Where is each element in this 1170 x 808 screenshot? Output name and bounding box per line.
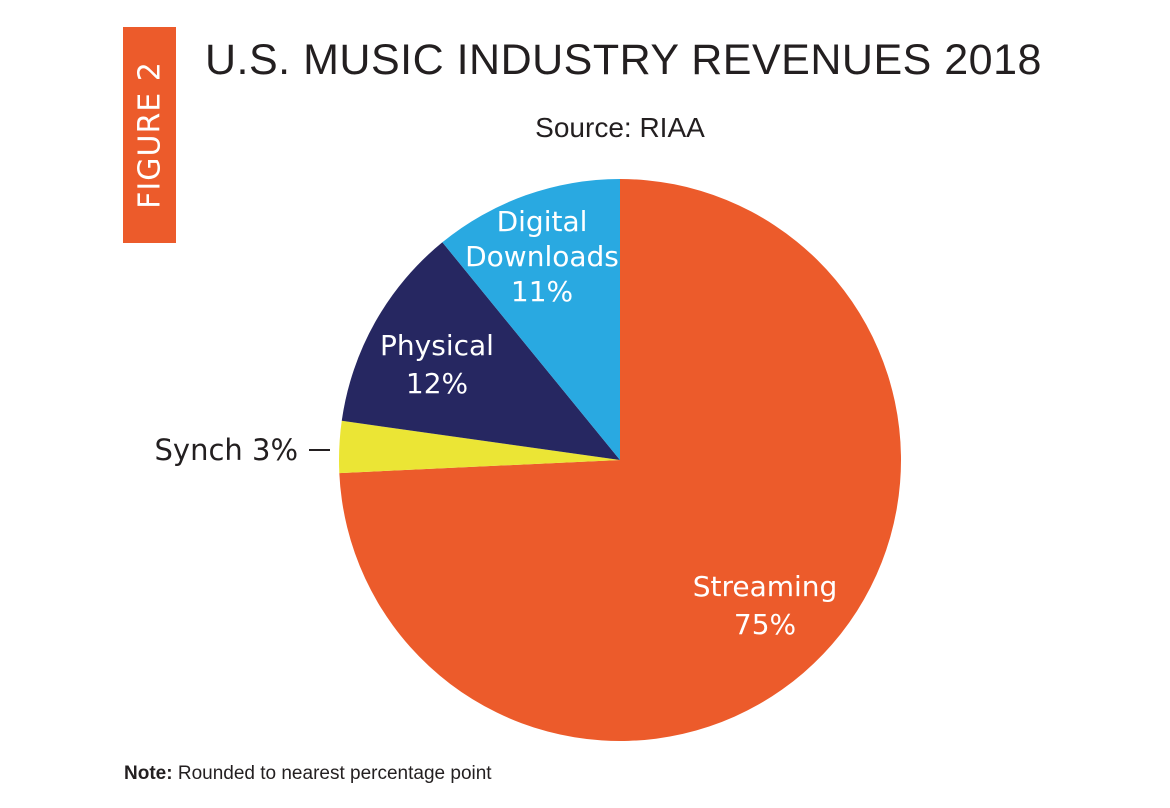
footnote-label: Note: (124, 763, 173, 784)
footnote-text: Rounded to nearest percentage point (172, 763, 492, 784)
pie-slice-physical (341, 242, 620, 460)
pie-slice-streaming (339, 179, 901, 741)
slice-label-digital: Digital Downloads 11% (465, 205, 619, 308)
slice-label-physical: Physical 12% (380, 329, 494, 400)
slice-label-synch-3: Synch 3% (155, 433, 299, 467)
slice-label-streaming: Streaming 75% (693, 570, 838, 641)
figure-label-tab: FIGURE 2 (123, 27, 176, 243)
pie-slice-digital (442, 179, 620, 460)
footnote: Note: Rounded to nearest percentage poin… (124, 763, 492, 785)
pie-slice-synch-3 (339, 420, 620, 474)
chart-subtitle: Source: RIAA (535, 112, 705, 143)
chart-title: U.S. MUSIC INDUSTRY REVENUES 2018 (205, 36, 1042, 84)
